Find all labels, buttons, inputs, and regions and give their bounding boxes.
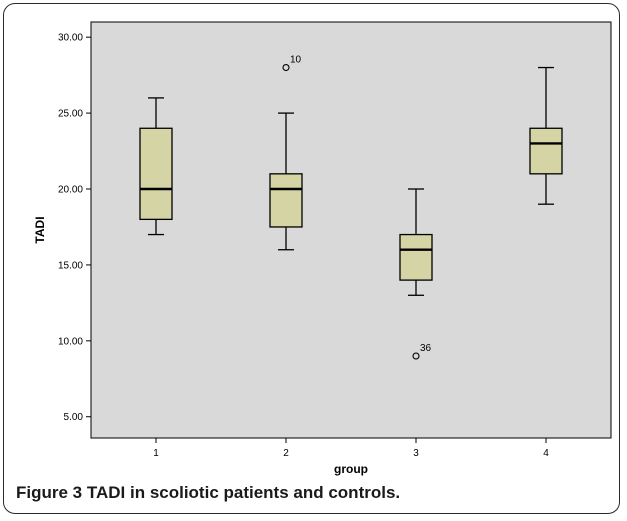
y-tick-label: 15.00 bbox=[58, 260, 83, 271]
box-group-2: 10 bbox=[269, 55, 303, 251]
box-iqr bbox=[139, 127, 173, 221]
box-group-1 bbox=[139, 97, 173, 236]
box-iqr bbox=[529, 127, 563, 175]
y-tick-label: 30.00 bbox=[58, 33, 83, 44]
box-group-4 bbox=[529, 66, 563, 205]
y-tick-label: 20.00 bbox=[58, 185, 83, 196]
caption-label: Figure 3 bbox=[16, 483, 83, 502]
x-tick-label: 2 bbox=[283, 448, 289, 459]
outlier-point bbox=[412, 352, 420, 360]
y-axis-title: TADI bbox=[33, 216, 47, 243]
box-iqr bbox=[269, 173, 303, 228]
x-tick-label: 4 bbox=[543, 448, 549, 459]
y-tick-label: 10.00 bbox=[58, 336, 83, 347]
x-tick-label: 1 bbox=[153, 448, 159, 459]
y-tick-label: 25.00 bbox=[58, 109, 83, 120]
plot-area bbox=[90, 21, 612, 439]
y-axis: 5.00 10.00 15.00 20.00 25.00 30.00 bbox=[58, 33, 91, 423]
outlier-label: 10 bbox=[290, 55, 302, 66]
x-axis: 1 2 3 4 bbox=[153, 438, 549, 459]
box-group-3: 36 bbox=[399, 188, 433, 360]
box-iqr bbox=[399, 233, 433, 281]
x-axis-title: group bbox=[334, 462, 368, 476]
boxes-group: 10 36 bbox=[139, 55, 563, 360]
figure-caption: Figure 3 TADI in scoliotic patients and … bbox=[16, 483, 400, 503]
x-tick-label: 3 bbox=[413, 448, 419, 459]
outlier-point bbox=[282, 63, 290, 72]
y-tick-label: 5.00 bbox=[64, 412, 84, 423]
caption-text: TADI in scoliotic patients and controls. bbox=[86, 483, 401, 502]
outlier-label: 36 bbox=[420, 343, 432, 354]
